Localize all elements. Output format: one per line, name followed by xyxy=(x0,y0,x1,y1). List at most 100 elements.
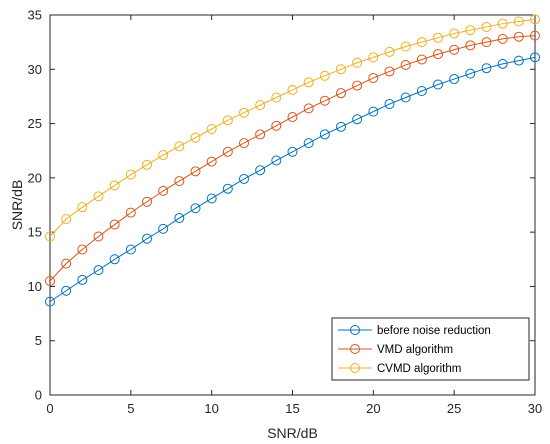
data-point xyxy=(416,37,427,48)
x-axis-title: SNR/dB xyxy=(267,425,318,441)
data-point xyxy=(303,103,314,114)
data-point xyxy=(465,25,476,36)
data-point xyxy=(77,274,88,285)
y-tick-label: 30 xyxy=(28,62,42,77)
data-point xyxy=(77,202,88,213)
data-point xyxy=(433,49,443,60)
data-point xyxy=(255,165,266,176)
x-tick-label: 0 xyxy=(46,401,53,416)
data-point xyxy=(61,285,72,296)
data-point xyxy=(352,80,363,91)
data-point xyxy=(93,265,104,276)
data-point xyxy=(433,32,443,43)
data-point xyxy=(174,176,185,187)
data-point xyxy=(384,66,395,77)
data-point xyxy=(352,114,363,125)
data-point xyxy=(239,173,249,184)
data-point xyxy=(400,41,411,52)
data-point xyxy=(142,159,152,170)
legend-item: CVMD algorithm xyxy=(338,363,461,375)
legend-label: VMD algorithm xyxy=(377,344,453,356)
data-point xyxy=(303,138,314,149)
data-point xyxy=(271,120,282,131)
data-point xyxy=(125,169,136,180)
y-tick-label: 20 xyxy=(28,170,42,185)
data-point xyxy=(61,258,72,269)
data-point xyxy=(319,129,330,140)
data-point xyxy=(368,72,379,83)
data-point xyxy=(206,193,217,204)
legend-label: CVMD algorithm xyxy=(377,363,461,375)
data-point xyxy=(206,124,217,134)
data-point xyxy=(303,77,314,88)
data-point xyxy=(530,30,540,41)
data-point xyxy=(481,21,492,32)
data-point xyxy=(400,92,411,103)
data-point xyxy=(158,185,169,196)
legend-swatch-marker xyxy=(350,363,360,373)
data-point xyxy=(109,254,120,265)
data-point xyxy=(61,214,72,225)
data-point xyxy=(384,99,395,110)
data-point xyxy=(77,244,88,255)
data-point xyxy=(190,166,201,177)
legend-label: before noise reduction xyxy=(377,325,491,337)
data-point xyxy=(433,79,443,90)
data-point xyxy=(206,156,217,167)
data-point xyxy=(481,37,492,48)
data-point xyxy=(142,196,152,207)
data-point xyxy=(239,107,249,118)
legend-swatch-marker xyxy=(350,325,360,335)
data-point xyxy=(368,52,379,63)
data-point xyxy=(222,146,233,157)
data-point xyxy=(93,191,104,202)
data-point xyxy=(368,106,379,117)
data-point xyxy=(190,203,201,214)
data-point xyxy=(319,95,330,106)
data-point xyxy=(287,84,298,95)
data-point xyxy=(255,100,266,111)
data-point xyxy=(222,115,233,126)
data-point xyxy=(336,121,346,132)
data-point xyxy=(513,31,524,42)
data-point xyxy=(530,52,540,63)
y-tick-label: 25 xyxy=(28,116,42,131)
data-point xyxy=(125,244,136,255)
data-point xyxy=(93,231,104,242)
data-point xyxy=(449,44,460,55)
data-point xyxy=(497,18,508,29)
data-point xyxy=(271,155,282,166)
data-point xyxy=(142,233,152,244)
data-point xyxy=(465,68,476,79)
data-point xyxy=(497,58,508,69)
y-axis-title: SNR/dB xyxy=(9,180,25,231)
data-point xyxy=(416,86,427,96)
data-point xyxy=(513,16,524,27)
y-tick-label: 5 xyxy=(35,333,42,348)
data-point xyxy=(513,55,524,66)
data-point xyxy=(45,276,55,286)
x-tick-label: 5 xyxy=(127,401,134,416)
data-point xyxy=(109,180,120,191)
series-line xyxy=(49,18,536,237)
data-point xyxy=(271,92,282,103)
data-point xyxy=(287,112,298,123)
y-tick-label: 10 xyxy=(28,279,42,294)
data-point xyxy=(465,40,476,51)
legend: before noise reduction VMD algorithm CVMD … xyxy=(331,317,530,381)
x-tick-label: 20 xyxy=(366,401,380,416)
data-point xyxy=(319,70,330,81)
data-point xyxy=(336,88,346,99)
series-layer xyxy=(45,14,540,307)
data-point xyxy=(530,14,540,25)
data-point xyxy=(125,207,136,218)
legend-item: VMD algorithm xyxy=(338,344,453,356)
data-point xyxy=(190,132,201,143)
data-point xyxy=(384,46,395,57)
x-tick-label: 30 xyxy=(528,401,542,416)
x-tick-label: 15 xyxy=(285,401,299,416)
series-before-noise-reduction xyxy=(45,52,540,307)
data-point xyxy=(255,129,266,140)
